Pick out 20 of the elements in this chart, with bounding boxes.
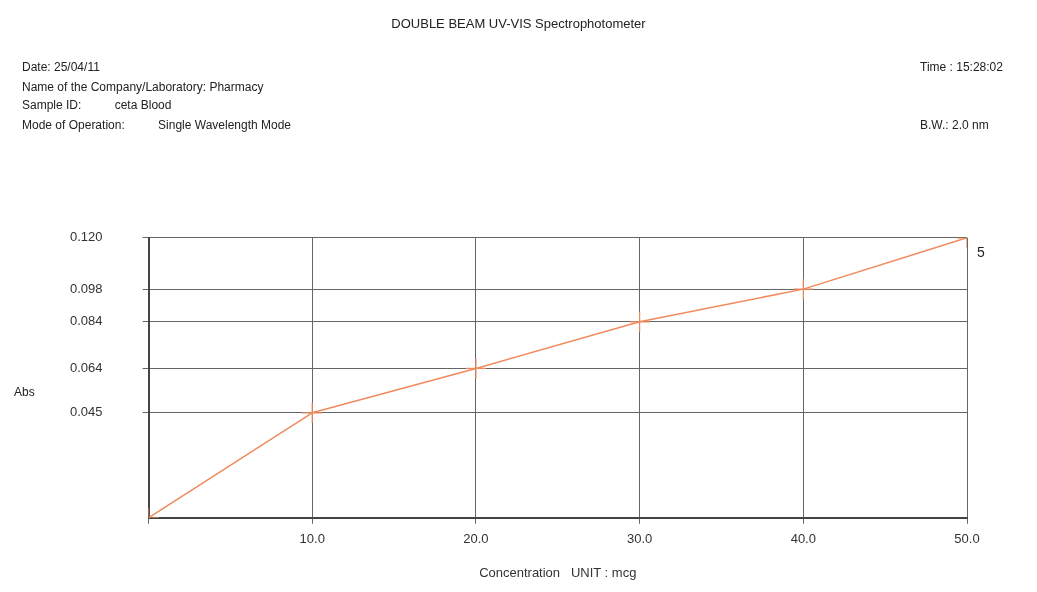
- text: Date: 25/04/11: [22, 60, 100, 74]
- x-tick-label: 40.0: [790, 531, 816, 547]
- annotation: 5: [977, 243, 985, 260]
- x-tick-label: 50.0: [954, 531, 980, 547]
- chart-title: DOUBLE BEAM UV-VIS Spectrophotometer: [390, 16, 647, 31]
- text: Name of the Company/Laboratory: Pharmacy: [22, 80, 264, 94]
- x-tick-label: 20.0: [463, 531, 489, 547]
- y-tick-label: 0.045: [69, 404, 103, 420]
- y-axis-title: Abs: [14, 385, 35, 399]
- text: Mode of Operation: Single Wavelength Mode: [22, 118, 292, 132]
- x-axis-title: Concentration UNIT : mcg: [479, 564, 637, 580]
- x-tick-label: 30.0: [626, 531, 653, 547]
- text: B.W.: 2.0 nm: [920, 118, 989, 132]
- y-tick-label: 0.098: [69, 280, 103, 296]
- y-tick-label: 0.064: [69, 360, 103, 376]
- text: Time : 15:28:02: [920, 60, 1003, 74]
- y-tick-label: 0.120: [69, 229, 103, 245]
- text: Sample ID: ceta Blood: [22, 98, 172, 112]
- x-tick-label: 10.0: [299, 531, 325, 547]
- y-tick-label: 0.084: [69, 313, 103, 329]
